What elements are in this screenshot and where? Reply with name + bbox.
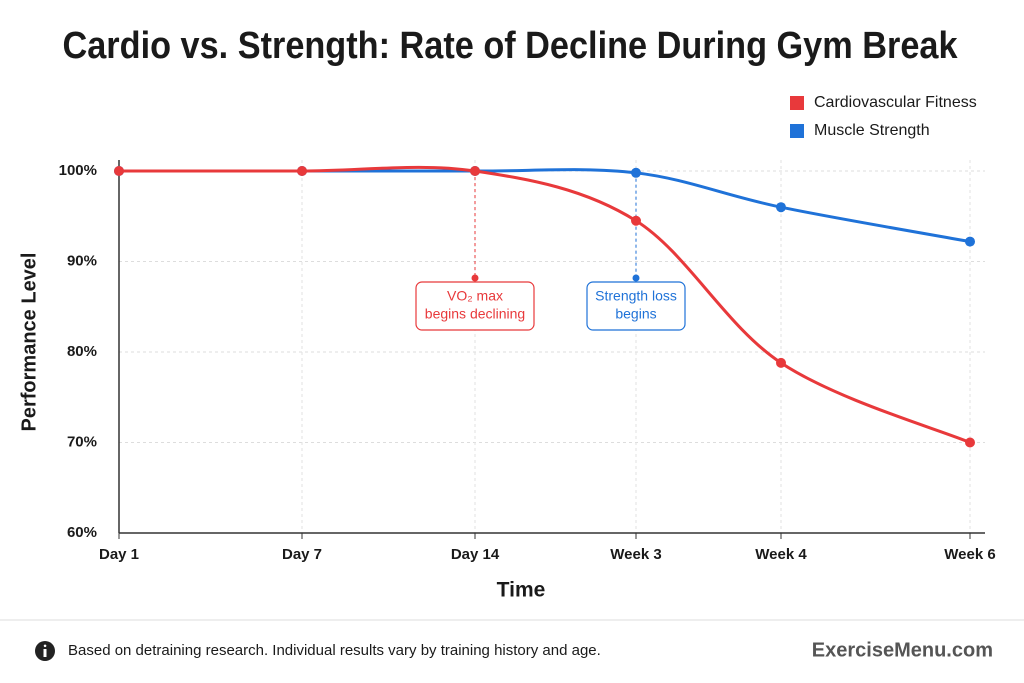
y-tick-label: 90% bbox=[67, 252, 97, 269]
x-axis-label: Time bbox=[497, 579, 546, 602]
x-tick-label: Day 7 bbox=[282, 546, 322, 563]
data-point bbox=[297, 166, 307, 176]
y-tick-label: 100% bbox=[59, 162, 97, 179]
data-point bbox=[631, 167, 641, 178]
footer-note: Based on detraining research. Individual… bbox=[68, 642, 601, 659]
x-tick-label: Week 4 bbox=[755, 546, 807, 563]
y-axis-label: Performance Level bbox=[18, 253, 40, 432]
legend-label: Muscle Strength bbox=[814, 122, 930, 139]
y-tick-label: 60% bbox=[67, 524, 97, 541]
annotation-text: begins declining bbox=[425, 306, 525, 322]
info-icon-bar bbox=[43, 649, 47, 657]
data-point bbox=[114, 166, 124, 176]
annotation-text: Strength loss bbox=[595, 288, 677, 304]
annotation-dot bbox=[632, 274, 640, 282]
annotation-box bbox=[415, 281, 535, 331]
annotation-text: begins bbox=[615, 306, 656, 322]
data-point bbox=[470, 166, 480, 176]
legend-label: Cardiovascular Fitness bbox=[814, 94, 977, 111]
data-point bbox=[965, 437, 975, 448]
legend-swatch bbox=[790, 96, 804, 110]
y-tick-label: 70% bbox=[67, 433, 97, 450]
annotation-dot bbox=[471, 274, 479, 282]
x-tick-label: Week 3 bbox=[610, 546, 661, 563]
series-line bbox=[118, 165, 971, 444]
data-point bbox=[776, 357, 786, 368]
x-tick-label: Day 1 bbox=[99, 546, 139, 563]
info-icon-dot: ● bbox=[43, 644, 47, 650]
data-point bbox=[631, 215, 641, 226]
x-tick-label: Week 6 bbox=[944, 546, 995, 563]
x-tick-label: Day 14 bbox=[451, 546, 500, 563]
footer-brand: ExerciseMenu.com bbox=[812, 639, 993, 661]
annotation-text: VO₂ max bbox=[447, 288, 503, 304]
y-tick-label: 80% bbox=[67, 343, 97, 360]
chart-title: Cardio vs. Strength: Rate of Decline Dur… bbox=[63, 25, 959, 67]
series-line bbox=[118, 168, 971, 244]
data-point bbox=[965, 236, 975, 247]
legend-swatch bbox=[790, 124, 804, 138]
data-point bbox=[776, 202, 786, 213]
annotation-box bbox=[586, 281, 686, 331]
